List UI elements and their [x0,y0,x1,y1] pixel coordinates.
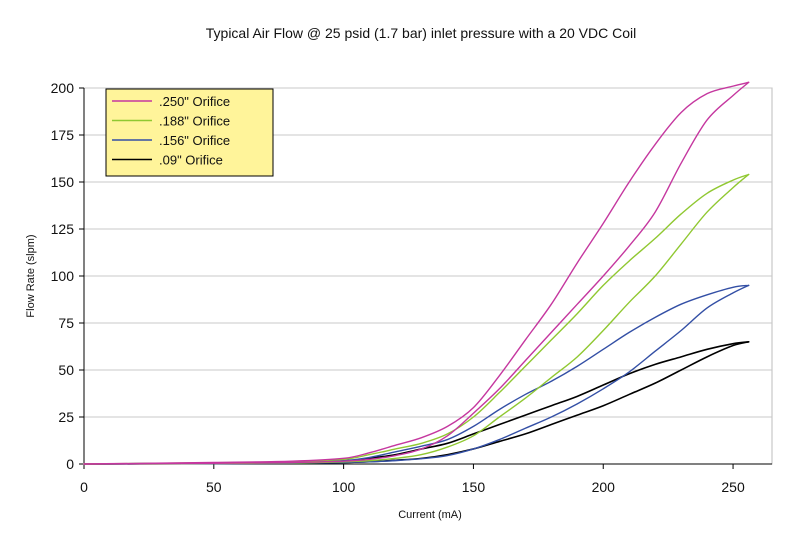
series-line-up [83,173,750,465]
legend-label: .250" Orifice [159,94,230,109]
y-tick-label: 25 [58,409,74,425]
x-axis-label: Current (mA) [398,509,462,521]
y-tick-label: 125 [51,221,75,237]
legend-label: .156" Orifice [159,133,230,148]
legend: .250" Orifice .188" Orifice .156" Orifice.… [105,88,274,177]
y-tick-label: 0 [66,456,74,472]
series-line-up [83,81,750,465]
x-tick-label: 0 [80,479,88,495]
x-tick-label: 200 [592,479,616,495]
x-tick-label: 150 [462,479,486,495]
x-tick-label: 250 [721,479,745,495]
y-tick-label: 50 [58,362,74,378]
legend-label: .09" Orifice [159,153,223,168]
y-axis: 0 25 50 75 100 125 150 175 200 [51,80,85,472]
chart-title: Typical Air Flow @ 25 psid (1.7 bar) inl… [206,25,637,41]
y-tick-label: 100 [51,268,75,284]
y-tick-label: 175 [51,127,75,143]
legend-box [105,88,274,177]
x-tick-label: 50 [206,479,222,495]
y-tick-label: 75 [58,315,74,331]
legend-label: .188" Orifice [159,114,230,129]
y-axis-label: Flow Rate (slpm) [25,234,37,317]
y-tick-label: 200 [51,80,75,96]
y-tick-label: 150 [51,174,75,190]
series-line-down [83,81,750,465]
x-tick-label: 100 [332,479,356,495]
series-group [83,81,750,465]
